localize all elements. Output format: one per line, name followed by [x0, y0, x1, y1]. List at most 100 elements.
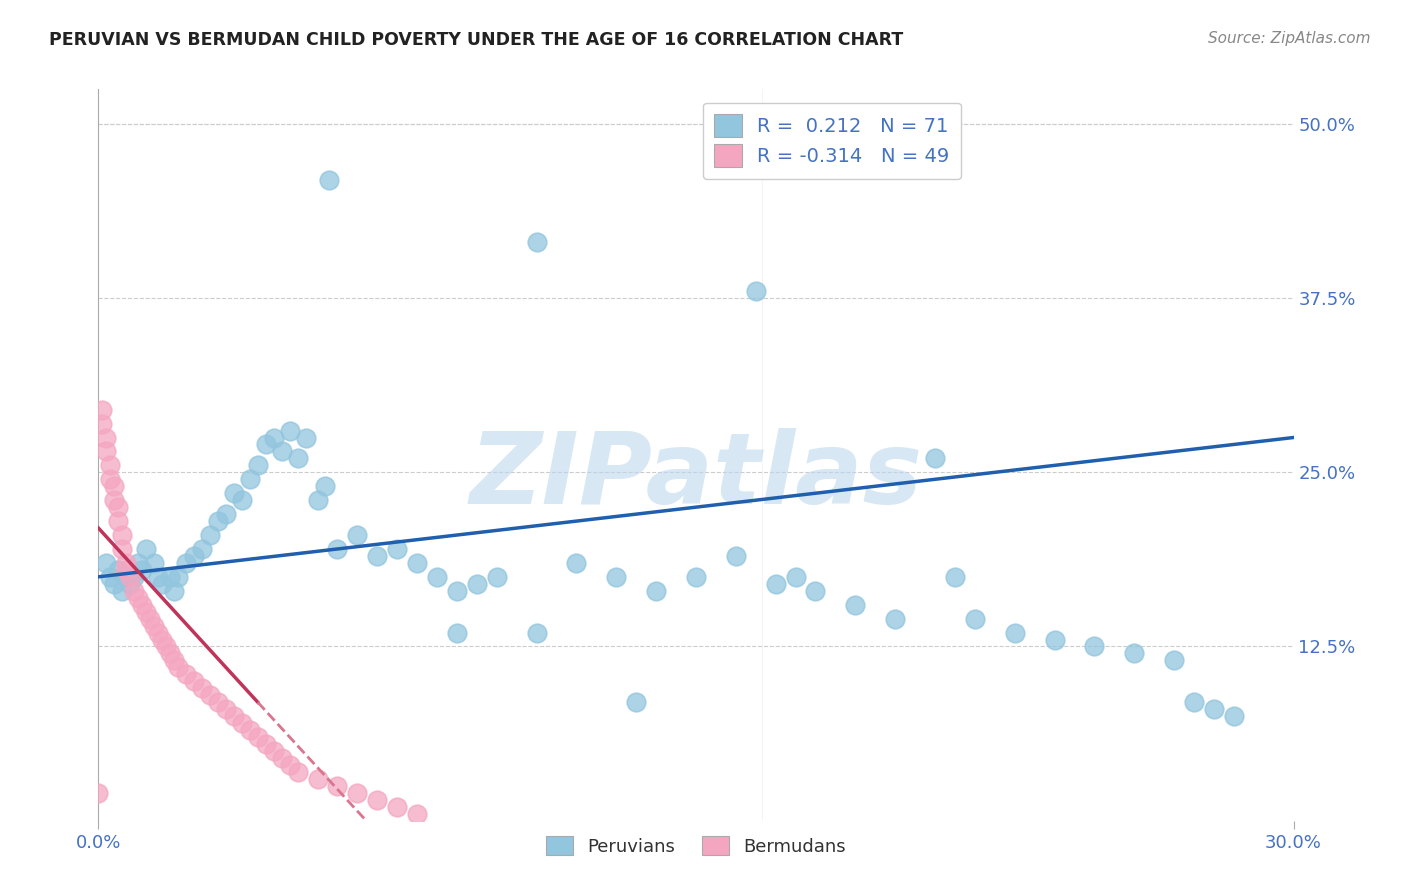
Point [254, 437, 277, 451]
Point [239, 723, 262, 737]
Point [150, 632, 173, 647]
Point [745, 284, 768, 298]
Point [366, 793, 388, 807]
Point [485, 570, 508, 584]
Point [1182, 695, 1205, 709]
Point [198, 688, 221, 702]
Point [1043, 632, 1066, 647]
Point [1004, 625, 1026, 640]
Point [111, 583, 134, 598]
Point [111, 528, 134, 542]
Point [645, 583, 668, 598]
Point [143, 618, 166, 632]
Point [526, 625, 548, 640]
Point [103, 479, 125, 493]
Point [307, 772, 329, 786]
Point [91, 417, 114, 431]
Point [159, 570, 181, 584]
Point [605, 570, 627, 584]
Point [183, 549, 205, 563]
Point [131, 598, 153, 612]
Point [270, 751, 292, 765]
Text: PERUVIAN VS BERMUDAN CHILD POVERTY UNDER THE AGE OF 16 CORRELATION CHART: PERUVIAN VS BERMUDAN CHILD POVERTY UNDER… [49, 31, 904, 49]
Point [385, 541, 409, 556]
Point [120, 576, 142, 591]
Point [884, 612, 907, 626]
Point [231, 493, 253, 508]
Point [115, 556, 138, 570]
Point [1163, 653, 1185, 667]
Point [98, 458, 122, 473]
Point [685, 570, 707, 584]
Point [406, 556, 429, 570]
Point [111, 541, 134, 556]
Point [406, 806, 429, 821]
Point [804, 583, 827, 598]
Point [150, 576, 173, 591]
Point [207, 514, 229, 528]
Point [1123, 647, 1146, 661]
Point [131, 563, 153, 577]
Point [155, 640, 177, 654]
Point [385, 799, 409, 814]
Point [103, 576, 125, 591]
Point [1083, 640, 1105, 654]
Point [326, 779, 349, 793]
Point [191, 681, 214, 696]
Point [963, 612, 986, 626]
Point [239, 472, 262, 486]
Point [135, 541, 157, 556]
Point [446, 583, 468, 598]
Point [294, 430, 316, 444]
Point [254, 737, 277, 751]
Point [263, 744, 285, 758]
Point [107, 514, 129, 528]
Point [174, 667, 197, 681]
Point [526, 235, 548, 250]
Point [943, 570, 966, 584]
Point [346, 786, 368, 800]
Point [278, 424, 301, 438]
Point [127, 591, 149, 605]
Point [246, 730, 269, 744]
Point [143, 556, 166, 570]
Point [724, 549, 747, 563]
Text: Source: ZipAtlas.com: Source: ZipAtlas.com [1208, 31, 1371, 46]
Point [167, 660, 190, 674]
Point [318, 173, 340, 187]
Point [366, 549, 388, 563]
Point [426, 570, 449, 584]
Point [87, 786, 110, 800]
Point [139, 612, 162, 626]
Point [148, 570, 170, 584]
Point [96, 556, 118, 570]
Point [163, 653, 186, 667]
Point [167, 570, 190, 584]
Point [315, 479, 337, 493]
Point [446, 625, 468, 640]
Point [222, 709, 245, 723]
Point [148, 625, 170, 640]
Legend: Peruvians, Bermudans: Peruvians, Bermudans [538, 829, 853, 863]
Point [115, 563, 138, 577]
Point [924, 451, 946, 466]
Point [91, 402, 114, 417]
Point [215, 507, 238, 521]
Point [215, 702, 238, 716]
Point [183, 674, 205, 689]
Point [198, 528, 221, 542]
Point [115, 570, 138, 584]
Point [135, 605, 157, 619]
Point [124, 570, 146, 584]
Point [307, 493, 329, 508]
Point [127, 556, 149, 570]
Point [346, 528, 368, 542]
Point [465, 576, 488, 591]
Point [159, 647, 181, 661]
Point [98, 570, 122, 584]
Point [174, 556, 197, 570]
Point [785, 570, 807, 584]
Point [120, 570, 142, 584]
Text: ZIPatlas: ZIPatlas [470, 428, 922, 525]
Point [263, 430, 285, 444]
